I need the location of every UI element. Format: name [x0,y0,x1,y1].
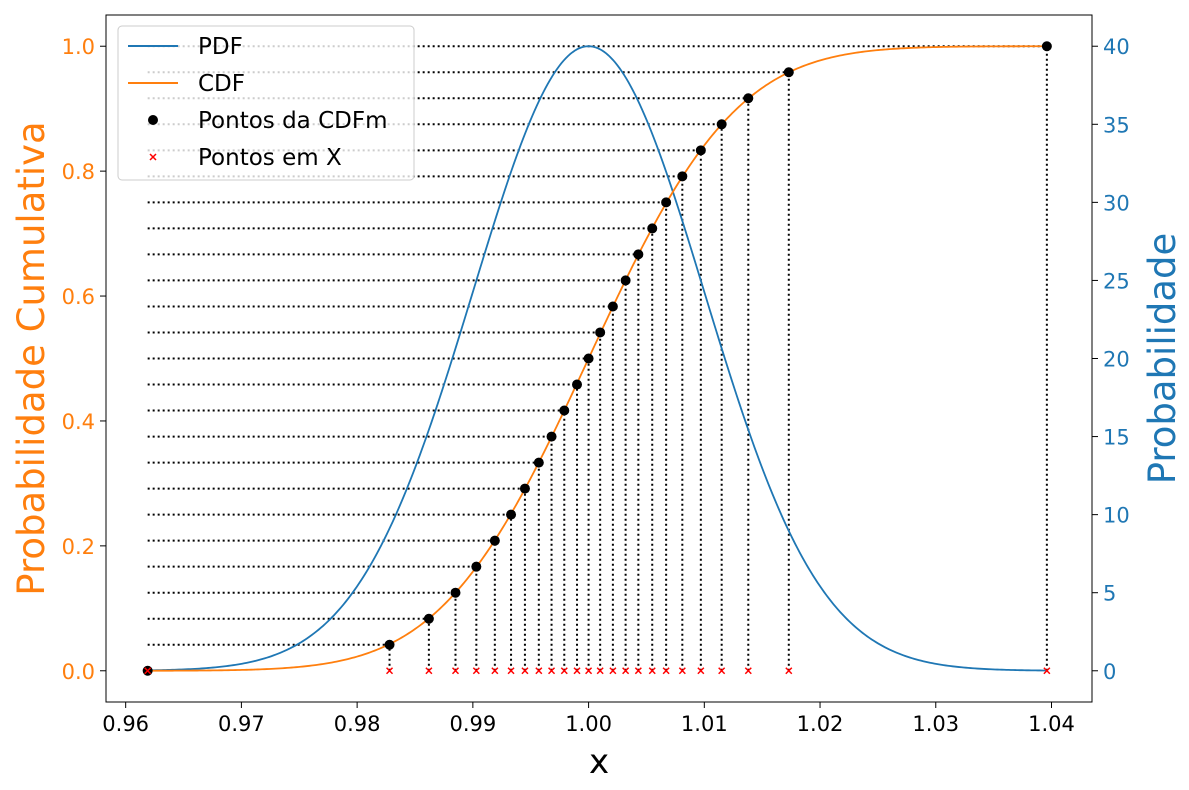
cdf-point-3 [450,587,461,598]
right-y-axis: 0 5 10 15 20 25 30 35 40 [1092,35,1130,684]
x-tick-label-8: 1.04 [1028,712,1075,736]
legend-cdf-point [148,115,158,125]
x-point-mark-14 [609,667,617,675]
cdf-point-16 [633,249,644,260]
x-point-mark-22 [744,667,752,675]
right-y-tick-label-8: 40 [1103,35,1130,59]
right-y-tick-label-1: 5 [1103,582,1116,606]
x-axis-label: x [589,742,609,782]
x-point-mark-23 [785,667,793,675]
x-point-mark-17 [648,667,656,675]
cdf-point-21 [716,119,727,130]
x-points-series [144,667,1051,675]
cdf-point-7 [519,483,530,494]
x-point-mark-19 [678,667,686,675]
left-y-axis: 0.0 0.2 0.4 0.6 0.8 1.0 [62,35,106,684]
x-tick-label-3: 0.99 [449,712,496,736]
cdf-point-14 [607,301,618,312]
x-point-mark-13 [596,667,604,675]
x-point-mark-11 [573,667,581,675]
right-y-tick-label-3: 15 [1103,426,1130,450]
left-y-tick-label-0: 0.0 [62,660,95,684]
legend-label-0: PDF [198,34,243,60]
cdf-point-2 [423,613,434,624]
x-tick-label-5: 1.01 [681,712,728,736]
legend-box [117,25,415,181]
cdf-point-22 [743,93,754,104]
x-point-mark-7 [521,667,529,675]
right-y-tick-label-7: 35 [1103,113,1130,137]
cdf-point-17 [647,223,658,234]
cdf-point-10 [559,405,570,416]
cdf-point-9 [546,431,557,442]
pdf-line [147,45,1047,672]
cdf-point-6 [506,509,517,520]
left-y-tick-label-2: 0.4 [62,410,95,434]
left-y-tick-label-4: 0.8 [62,160,95,184]
x-point-mark-15 [622,667,630,675]
x-tick-label-7: 1.03 [912,712,959,736]
x-point-mark-3 [451,667,460,675]
x-point-mark-5 [491,667,499,675]
x-point-mark-8 [535,667,543,675]
cdf-series [147,45,1047,672]
cdf-point-12 [583,353,594,364]
cdf-line [147,45,1047,672]
x-tick-label-4: 1.00 [565,712,612,736]
right-y-axis-label: Probabilidade [1141,233,1184,485]
cdf-point-8 [533,457,544,468]
x-point-mark-1 [386,667,394,675]
cdf-point-4 [471,561,482,572]
right-y-tick-label-0: 0 [1103,660,1116,684]
x-point-mark-18 [662,667,670,675]
left-y-axis-label: Probabilidade Cumulativa [10,121,53,595]
left-y-tick-label-1: 0.2 [62,535,95,559]
x-point-mark-24 [1043,667,1051,675]
x-point-mark-0 [144,667,152,675]
right-y-tick-label-6: 30 [1103,191,1130,215]
x-point-mark-4 [472,667,480,675]
cdf-point-13 [595,327,606,338]
cdf-point-15 [620,275,631,286]
cdf-point-5 [489,535,500,546]
cdf-point-11 [572,379,583,390]
x-tick-label-0: 0.96 [102,712,149,736]
x-tick-label-2: 0.98 [334,712,381,736]
x-point-mark-21 [718,667,726,675]
legend-label-2: Pontos da CDFm [198,108,388,134]
legend-label-1: CDF [198,71,245,97]
x-point-mark-2 [425,667,433,675]
pdf-series [147,45,1047,672]
cdf-point-19 [677,171,688,182]
x-point-mark-12 [585,667,593,675]
legend: PDF CDF Pontos da CDFm Pontos em X [117,25,415,181]
cdf-point-23 [783,67,794,78]
x-point-mark-10 [560,667,568,675]
left-y-tick-label-3: 0.6 [62,285,95,309]
cdf-point-20 [695,145,706,156]
x-point-guides [388,46,1048,671]
x-tick-label-6: 1.02 [797,712,844,736]
x-point-mark-6 [507,667,515,675]
legend-x-mark [149,153,157,161]
cdf-point-1 [384,639,395,650]
x-point-mark-20 [697,667,705,675]
cdf-point-24 [1041,41,1052,52]
left-y-tick-label-5: 1.0 [62,35,95,59]
x-axis: 0.96 0.97 0.98 0.99 1.00 1.01 1.02 1.03 1.04 [102,702,1075,736]
cdf-point-18 [661,197,672,208]
x-point-mark-9 [548,667,556,675]
right-y-tick-label-5: 25 [1103,269,1130,293]
x-point-mark-16 [634,667,642,675]
right-y-tick-label-2: 10 [1103,504,1130,528]
x-tick-label-1: 0.97 [218,712,265,736]
legend-label-3: Pontos em X [198,145,342,171]
right-y-tick-label-4: 20 [1103,348,1130,372]
